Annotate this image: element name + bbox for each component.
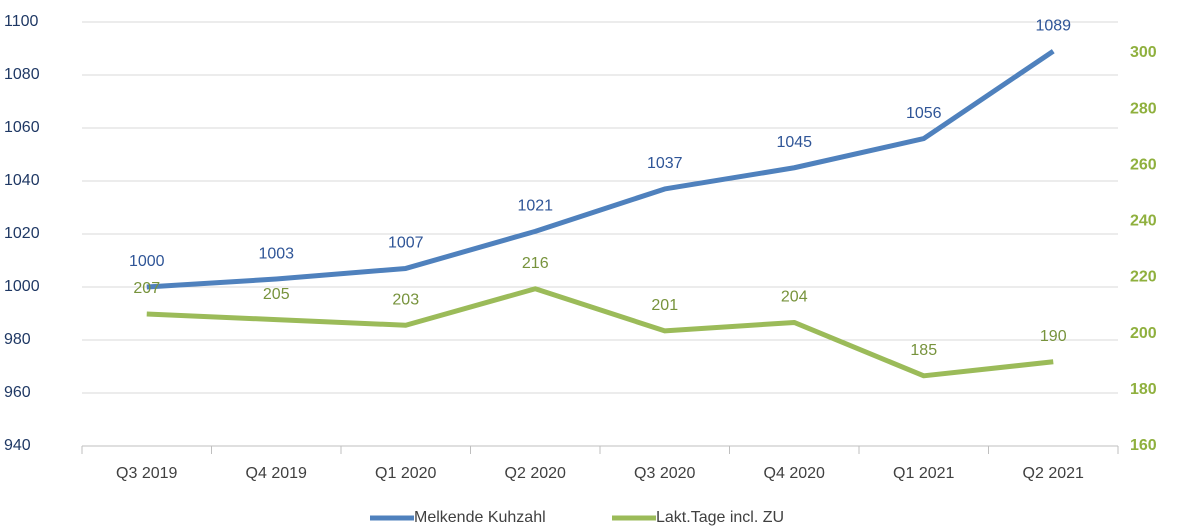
data-label: 1000: [129, 253, 165, 270]
y-tick-label: 1040: [4, 172, 40, 189]
y2-tick-label: 180: [1130, 381, 1157, 398]
legend-label: Melkende Kuhzahl: [414, 509, 546, 526]
y-tick-label: 1060: [4, 119, 40, 136]
x-tick-label: Q4 2019: [246, 465, 307, 482]
y2-tick-label: 160: [1130, 437, 1157, 454]
data-label: 203: [392, 291, 419, 308]
data-label: 1089: [1035, 17, 1071, 34]
y-tick-label: 1100: [4, 13, 39, 30]
data-label: 204: [781, 289, 808, 306]
x-tick-label: Q1 2021: [893, 465, 954, 482]
x-tick-label: Q2 2021: [1023, 465, 1084, 482]
y-tick-label: 1000: [4, 278, 40, 295]
y-tick-label: 980: [4, 331, 31, 348]
x-tick-label: Q2 2020: [505, 465, 566, 482]
x-tick-label: Q4 2020: [764, 465, 825, 482]
series-line: [146, 49, 1055, 290]
x-tick-label: Q1 2020: [375, 465, 436, 482]
series-line: [146, 286, 1054, 379]
y-tick-label: 940: [4, 437, 31, 454]
data-label: 185: [910, 342, 937, 359]
data-label: 1021: [517, 198, 553, 215]
data-label: 207: [133, 280, 160, 297]
legend-label: Lakt.Tage incl. ZU: [656, 509, 784, 526]
x-tick-label: Q3 2020: [634, 465, 695, 482]
data-label: 1037: [647, 155, 683, 172]
y2-tick-label: 220: [1130, 269, 1157, 286]
data-label: 205: [263, 286, 290, 303]
y2-tick-label: 260: [1130, 156, 1157, 173]
y2-tick-label: 200: [1130, 325, 1157, 342]
x-tick-label: Q3 2019: [116, 465, 177, 482]
data-label: 1045: [776, 134, 812, 151]
y2-tick-label: 280: [1130, 100, 1157, 117]
y-tick-label: 1080: [4, 66, 40, 83]
data-label: 201: [651, 297, 678, 314]
data-label: 1003: [258, 245, 294, 262]
data-label: 1056: [906, 105, 942, 122]
data-label: 216: [522, 255, 549, 272]
data-label: 1007: [388, 235, 424, 252]
y-tick-label: 960: [4, 384, 31, 401]
y-tick-label: 1020: [4, 225, 40, 242]
y2-tick-label: 300: [1130, 44, 1157, 61]
data-label: 190: [1040, 328, 1067, 345]
y2-tick-label: 240: [1130, 213, 1157, 230]
